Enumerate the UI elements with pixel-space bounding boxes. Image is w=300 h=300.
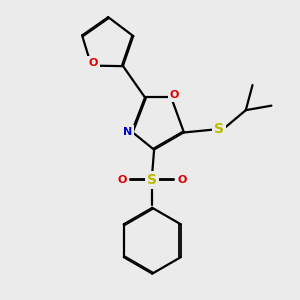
Text: O: O — [117, 175, 127, 185]
Text: S: S — [147, 173, 157, 187]
Text: O: O — [88, 58, 98, 68]
Text: N: N — [123, 127, 132, 136]
Text: O: O — [169, 90, 179, 100]
Text: O: O — [177, 175, 187, 185]
Text: S: S — [214, 122, 224, 136]
